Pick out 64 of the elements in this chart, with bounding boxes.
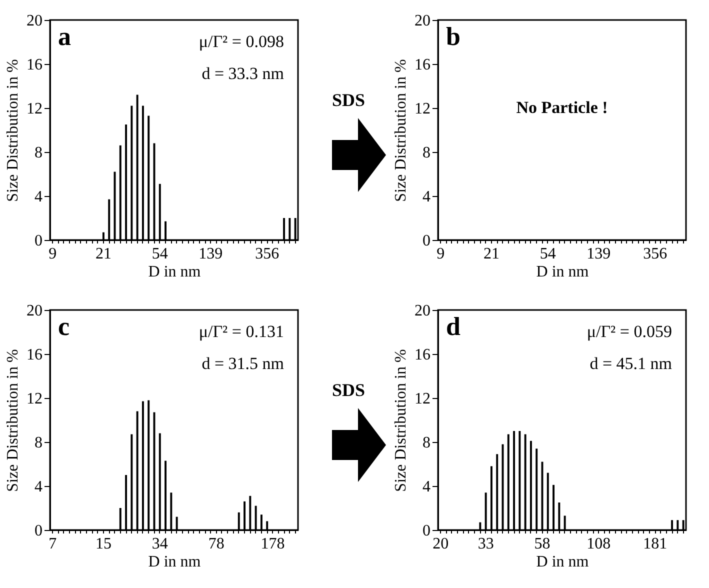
y-tick-label: 8	[34, 434, 42, 452]
x-tick-label: 356	[643, 246, 668, 262]
y-tick-label: 4	[34, 188, 42, 206]
y-tick-label: 4	[422, 478, 430, 496]
y-axis-title: Size Distribution in %	[392, 59, 410, 202]
annotation: μ/Γ² = 0.131	[198, 322, 284, 341]
y-tick-label: 12	[414, 100, 430, 118]
y-axis-title: Size Distribution in %	[392, 349, 410, 492]
text: SDS	[332, 90, 366, 111]
y-tick-label: 20	[26, 12, 42, 30]
x-axis-title: D in nm	[148, 554, 202, 570]
y-axis-title: Size Distribution in %	[4, 349, 22, 492]
y-tick-label: 4	[422, 188, 430, 206]
y-tick-label: 16	[26, 346, 42, 364]
annotation: d = 33.3 nm	[202, 64, 284, 83]
x-tick-label: 54	[152, 246, 168, 262]
x-tick-label: 21	[95, 246, 112, 262]
x-tick-label: 54	[540, 246, 556, 262]
x-tick-label: 15	[95, 536, 112, 552]
y-tick-label: 16	[414, 56, 430, 74]
x-tick-label: 178	[260, 536, 285, 552]
annotation: μ/Γ² = 0.098	[198, 32, 284, 51]
x-tick-label: 34	[152, 536, 168, 552]
x-tick-label: 78	[208, 536, 224, 552]
y-axis-title: Size Distribution in %	[4, 59, 22, 202]
x-axis-title: D in nm	[536, 554, 590, 570]
x-tick-label: 7	[48, 536, 57, 552]
y-tick-label: 20	[414, 302, 430, 320]
y-tick-label: 20	[414, 12, 430, 30]
x-tick-label: 139	[586, 246, 611, 262]
y-tick-label: 8	[34, 144, 42, 162]
x-tick-label: 108	[586, 536, 611, 552]
annotation: μ/Γ² = 0.059	[586, 322, 672, 341]
y-tick-label: 0	[422, 522, 430, 540]
x-tick-label: 181	[643, 536, 668, 552]
chart-title: c	[58, 312, 70, 341]
y-tick-label: 8	[422, 144, 430, 162]
annotation: No Particle !	[516, 98, 608, 117]
chart-title: b	[446, 22, 460, 51]
annotation: d = 31.5 nm	[202, 354, 284, 373]
x-tick-label: 21	[483, 246, 500, 262]
y-tick-label: 0	[422, 232, 430, 250]
annotation: d = 45.1 nm	[590, 354, 672, 373]
x-tick-label: 9	[48, 246, 57, 262]
x-axis-title: D in nm	[148, 264, 202, 280]
y-tick-label: 12	[26, 390, 42, 408]
x-tick-label: 356	[255, 246, 280, 262]
y-tick-label: 16	[26, 56, 42, 74]
y-tick-label: 0	[34, 232, 42, 250]
y-tick-label: 12	[414, 390, 430, 408]
text: SDS	[332, 380, 366, 401]
y-tick-label: 16	[414, 346, 430, 364]
y-tick-label: 12	[26, 100, 42, 118]
x-tick-label: 9	[436, 246, 445, 262]
y-tick-label: 8	[422, 434, 430, 452]
y-tick-label: 20	[26, 302, 42, 320]
x-tick-label: 33	[478, 536, 494, 552]
y-tick-label: 0	[34, 522, 42, 540]
x-tick-label: 58	[534, 536, 550, 552]
chart-title: d	[446, 312, 461, 341]
x-tick-label: 139	[198, 246, 223, 262]
chart-title: a	[58, 22, 71, 51]
y-tick-label: 4	[34, 478, 42, 496]
x-axis-title: D in nm	[536, 264, 590, 280]
